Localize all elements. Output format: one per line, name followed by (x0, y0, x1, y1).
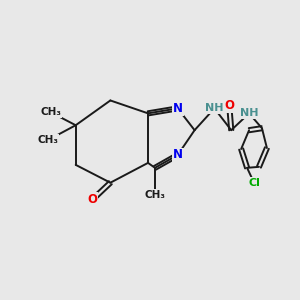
Text: N: N (173, 148, 183, 161)
Text: NH: NH (240, 108, 258, 118)
Text: CH₃: CH₃ (38, 135, 58, 145)
Text: CH₃: CH₃ (145, 190, 166, 200)
Text: O: O (224, 99, 234, 112)
Text: O: O (88, 193, 98, 206)
Text: NH: NH (205, 103, 224, 113)
Text: CH₃: CH₃ (40, 107, 61, 117)
Text: N: N (173, 102, 183, 115)
Text: Cl: Cl (248, 178, 260, 188)
